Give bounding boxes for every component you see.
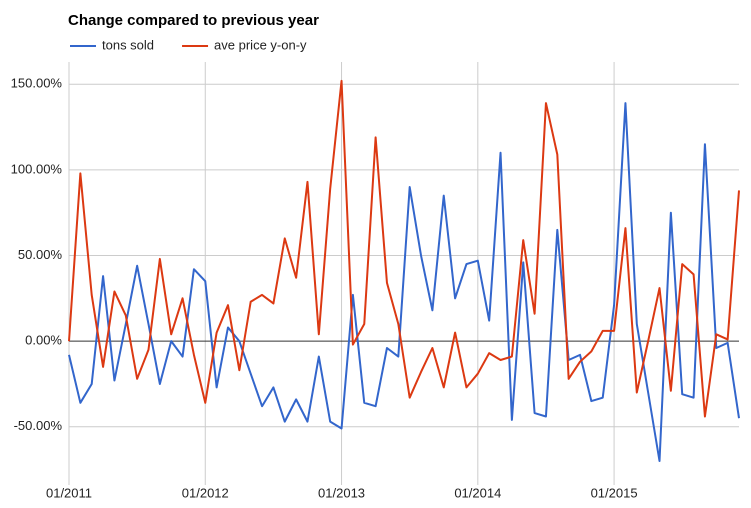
chart-title: Change compared to previous year bbox=[68, 12, 319, 29]
series-line bbox=[68, 102, 740, 463]
y-tick-label: 0.00% bbox=[25, 333, 62, 348]
x-tick-label: 01/2013 bbox=[318, 485, 365, 500]
x-tick-label: 01/2014 bbox=[454, 485, 501, 500]
x-tick-label: 01/2012 bbox=[182, 485, 229, 500]
y-tick-label: 50.00% bbox=[18, 247, 63, 262]
y-tick-label: 100.00% bbox=[11, 161, 63, 176]
y-tick-label: -50.00% bbox=[14, 418, 63, 433]
series-line bbox=[68, 79, 740, 418]
legend-label: ave price y-on-y bbox=[214, 37, 307, 52]
y-tick-label: 150.00% bbox=[11, 76, 63, 91]
legend-label: tons sold bbox=[102, 37, 154, 52]
x-tick-label: 01/2015 bbox=[591, 485, 638, 500]
x-tick-label: 01/2011 bbox=[46, 485, 92, 500]
